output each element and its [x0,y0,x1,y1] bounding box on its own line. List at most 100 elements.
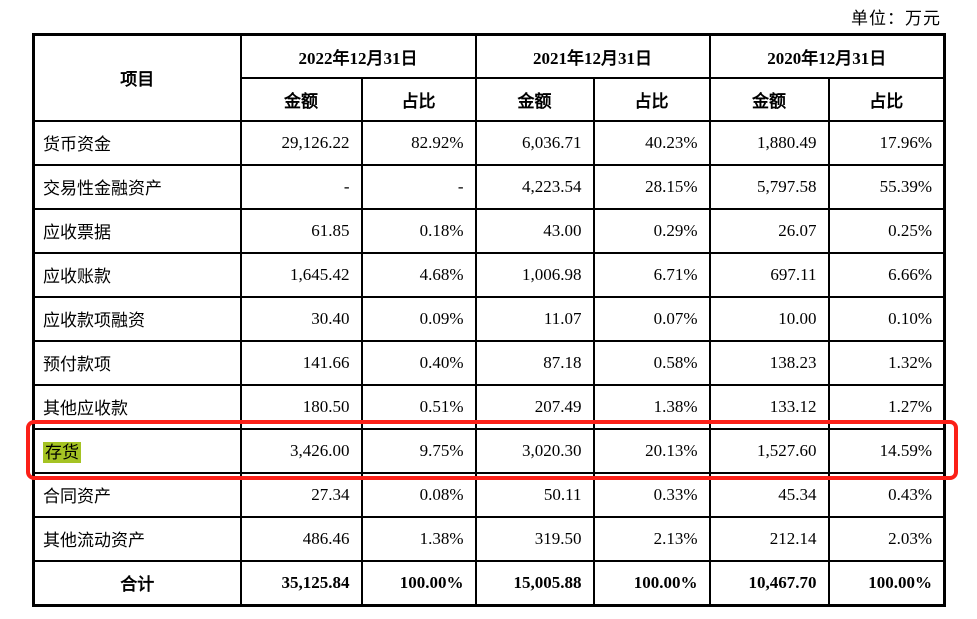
value-cell: 0.58% [592,339,711,386]
header-row-dates: 项目 2022年12月31日 2021年12月31日 2020年12月31日 [32,33,946,122]
table-row: 预付款项 141.66 0.40% 87.18 0.58% 138.23 1.32% [32,339,946,386]
value-cell: - [360,163,477,210]
value-cell: 14.59% [827,427,946,474]
value-cell: 27.34 [239,471,363,518]
value-cell: - [239,163,363,210]
financial-table: 项目 2022年12月31日 2021年12月31日 2020年12月31日 金… [32,33,946,607]
value-cell: 9.75% [360,427,477,474]
value-cell: 1.38% [592,383,711,430]
item-cell: 应收款项融资 [32,295,242,342]
value-cell: 2.03% [827,515,946,562]
value-cell: 30.40 [239,295,363,342]
value-cell: 6.71% [592,251,711,298]
value-cell: 1,880.49 [708,119,830,166]
value-cell: 207.49 [474,383,595,430]
value-cell: 2.13% [592,515,711,562]
value-cell: 4.68% [360,251,477,298]
table-row: 应收票据 61.85 0.18% 43.00 0.29% 26.07 0.25% [32,207,946,254]
value-cell: 87.18 [474,339,595,386]
value-cell: 100.00% [360,559,477,607]
item-cell: 合同资产 [32,471,242,518]
value-cell: 0.40% [360,339,477,386]
value-cell: 28.15% [592,163,711,210]
value-cell: 0.43% [827,471,946,518]
header-ratio-2021: 占比 [592,76,711,122]
header-ratio-2020: 占比 [827,76,946,122]
table-row: 存货 3,426.00 9.75% 3,020.30 20.13% 1,527.60 14.… [32,427,946,474]
value-cell: 0.33% [592,471,711,518]
item-cell: 应收票据 [32,207,242,254]
table-row: 货币资金 29,126.22 82.92% 6,036.71 40.23% 1,880.4… [32,119,946,166]
value-cell: 697.11 [708,251,830,298]
value-cell: 15,005.88 [474,559,595,607]
item-cell: 存货 [32,427,242,474]
table-row: 其他流动资产 486.46 1.38% 319.50 2.13% 212.14 2.03% [32,515,946,562]
value-cell: 0.10% [827,295,946,342]
value-cell: 1,645.42 [239,251,363,298]
table-body: 货币资金 29,126.22 82.92% 6,036.71 40.23% 1,880.4… [32,119,946,607]
value-cell: 319.50 [474,515,595,562]
value-cell: 1.38% [360,515,477,562]
header-amount-2021: 金额 [474,76,595,122]
value-cell: 1,006.98 [474,251,595,298]
value-cell: 35,125.84 [239,559,363,607]
item-cell: 货币资金 [32,119,242,166]
value-cell: 0.51% [360,383,477,430]
value-cell: 3,020.30 [474,427,595,474]
header-item-column: 项目 [32,33,242,122]
item-cell: 合计 [32,559,242,607]
header-date-2021: 2021年12月31日 [474,33,711,79]
value-cell: 43.00 [474,207,595,254]
value-cell: 138.23 [708,339,830,386]
table-row-total: 合计 35,125.84 100.00% 15,005.88 100.00% 10,467… [32,559,946,607]
value-cell: 6,036.71 [474,119,595,166]
value-cell: 0.07% [592,295,711,342]
value-cell: 55.39% [827,163,946,210]
value-cell: 0.25% [827,207,946,254]
header-amount-2020: 金额 [708,76,830,122]
value-cell: 61.85 [239,207,363,254]
item-cell: 交易性金融资产 [32,163,242,210]
table-row: 应收款项融资 30.40 0.09% 11.07 0.07% 10.00 0.10% [32,295,946,342]
header-date-2020: 2020年12月31日 [708,33,946,79]
value-cell: 0.18% [360,207,477,254]
value-cell: 100.00% [827,559,946,607]
value-cell: 10,467.70 [708,559,830,607]
value-cell: 141.66 [239,339,363,386]
value-cell: 4,223.54 [474,163,595,210]
table-row: 交易性金融资产 - -4,223.54 28.15% 5,797.58 55.39% [32,163,946,210]
value-cell: 82.92% [360,119,477,166]
table-header: 项目 2022年12月31日 2021年12月31日 2020年12月31日 金… [32,33,946,122]
table-row: 合同资产 27.34 0.08% 50.11 0.33% 45.34 0.43% [32,471,946,518]
value-cell: 100.00% [592,559,711,607]
value-cell: 6.66% [827,251,946,298]
value-cell: 180.50 [239,383,363,430]
value-cell: 1,527.60 [708,427,830,474]
header-ratio-2022: 占比 [360,76,477,122]
header-amount-2022: 金额 [239,76,363,122]
item-cell: 预付款项 [32,339,242,386]
value-cell: 212.14 [708,515,830,562]
value-cell: 20.13% [592,427,711,474]
value-cell: 10.00 [708,295,830,342]
value-cell: 1.32% [827,339,946,386]
item-cell: 其他应收款 [32,383,242,430]
value-cell: 45.34 [708,471,830,518]
table-row: 应收账款 1,645.42 4.68% 1,006.98 6.71% 697.11 6.66… [32,251,946,298]
item-cell: 其他流动资产 [32,515,242,562]
value-cell: 11.07 [474,295,595,342]
value-cell: 3,426.00 [239,427,363,474]
value-cell: 5,797.58 [708,163,830,210]
highlighted-item-label: 存货 [43,442,81,463]
value-cell: 26.07 [708,207,830,254]
value-cell: 1.27% [827,383,946,430]
value-cell: 133.12 [708,383,830,430]
item-cell: 应收账款 [32,251,242,298]
header-row-subcolumns: 金额 占比 金额 占比 金额 占比 [34,76,946,122]
table-row: 其他应收款 180.50 0.51% 207.49 1.38% 133.12 1.27% [32,383,946,430]
value-cell: 40.23% [592,119,711,166]
unit-label: 单位：万元 [851,9,941,28]
value-cell: 0.29% [592,207,711,254]
value-cell: 0.09% [360,295,477,342]
